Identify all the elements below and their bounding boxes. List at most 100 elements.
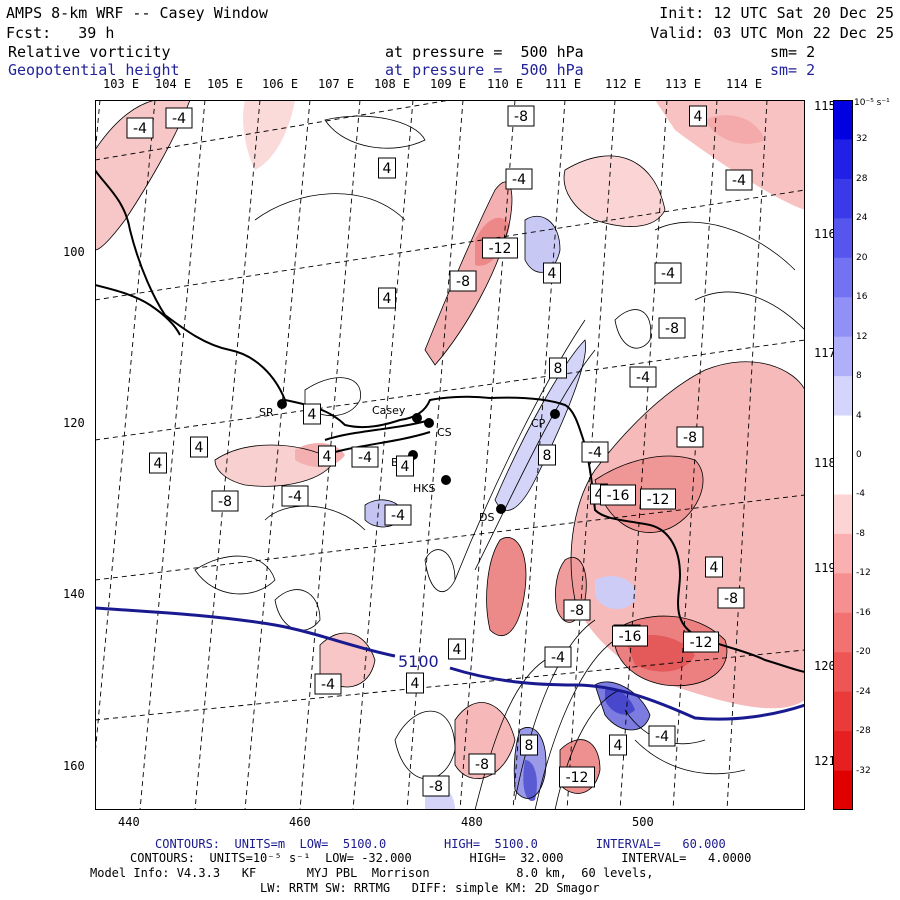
contour-label: -4	[165, 107, 193, 129]
svg-text:-4: -4	[588, 445, 602, 461]
colorbar-cell	[833, 376, 853, 417]
station-cs: CS	[437, 426, 452, 439]
contour-label: -8	[676, 426, 704, 448]
x-label-460: 460	[289, 815, 311, 829]
colorbar-label: -16	[856, 607, 871, 618]
lon-label-112: 112 E	[605, 77, 642, 91]
svg-text:-8: -8	[665, 321, 679, 337]
contour-label: -8	[211, 490, 239, 512]
svg-text:-8: -8	[683, 430, 697, 446]
contour-label: 8	[549, 357, 567, 379]
geopotential-5100-label: 5100	[398, 652, 439, 671]
colorbar-label: -24	[856, 686, 871, 697]
map-title: AMPS 8-km WRF -- Casey Window	[6, 4, 268, 22]
init-time: Init: 12 UTC Sat 20 Dec 25	[659, 4, 894, 22]
contour-label: 4	[705, 556, 723, 578]
svg-text:-4: -4	[636, 370, 650, 386]
svg-text:4: 4	[401, 459, 410, 475]
contour-label: 4	[689, 105, 707, 127]
field2-name: Geopotential height	[8, 61, 180, 79]
station-sr: SR	[259, 406, 274, 419]
colorbar-cell	[833, 415, 853, 456]
contour-label: 4	[543, 262, 561, 284]
colorbar-cell	[833, 257, 853, 298]
colorbar	[833, 100, 853, 810]
x-label-500: 500	[632, 815, 654, 829]
contour-label: -4	[126, 117, 154, 139]
contour-label: -8	[507, 105, 535, 127]
lon-label-110: 110 E	[487, 77, 524, 91]
svg-text:-12: -12	[690, 635, 713, 651]
map-panel: 5100 SR Casey CS CP BN HKS DS -4-44-84-4…	[95, 100, 805, 810]
colorbar-label: 16	[856, 292, 868, 303]
station-hks: HKS	[413, 482, 435, 495]
svg-text:-16: -16	[607, 488, 630, 504]
colorbar-cell	[833, 139, 853, 180]
colorbar-cell	[833, 652, 853, 693]
colorbar-label: 8	[856, 371, 862, 382]
svg-text:-4: -4	[133, 121, 147, 137]
contour-label: 4	[378, 287, 396, 309]
lon-label-106: 106 E	[262, 77, 299, 91]
contour-label: -4	[725, 169, 753, 191]
contour-label: 4	[303, 403, 321, 425]
contour-label: -8	[658, 317, 686, 339]
station-casey: Casey	[372, 404, 406, 417]
y-label-140: 140	[63, 587, 85, 601]
footer-model-info: Model Info: V4.3.3 KF MYJ PBL Morrison 8…	[90, 866, 654, 880]
svg-text:4: 4	[308, 407, 317, 423]
contour-label: -12	[683, 631, 719, 653]
contour-label: -4	[384, 504, 412, 526]
field2-smoothing: sm= 2	[770, 61, 816, 79]
svg-text:8: 8	[554, 361, 563, 377]
contour-label: -12	[640, 488, 676, 510]
lon-label-109: 109 E	[430, 77, 467, 91]
contour-label: -8	[717, 587, 745, 609]
lon-label-114: 114 E	[726, 77, 763, 91]
contour-label: -8	[563, 599, 591, 621]
colorbar-label: 32	[856, 134, 868, 145]
colorbar-unit: 10⁻⁵ s⁻¹	[854, 98, 890, 108]
positive-vorticity-shading	[95, 100, 805, 794]
svg-text:-8: -8	[570, 603, 584, 619]
svg-text:4: 4	[694, 109, 703, 125]
x-label-480: 480	[461, 815, 483, 829]
svg-text:-4: -4	[661, 266, 675, 282]
svg-text:4: 4	[614, 738, 623, 754]
lon-label-111: 111 E	[545, 77, 582, 91]
contour-label: -16	[600, 484, 636, 506]
colorbar-cell	[833, 494, 853, 535]
colorbar-label: -8	[856, 528, 865, 539]
colorbar-label: 12	[856, 331, 868, 342]
contour-label: 8	[538, 444, 556, 466]
colorbar-cell	[833, 100, 853, 140]
colorbar-cell	[833, 770, 853, 810]
footer-vorticity-contours: CONTOURS: UNITS=10⁻⁵ s⁻¹ LOW= -32.000 HI…	[130, 851, 752, 865]
lon-label-113: 113 E	[665, 77, 702, 91]
svg-text:-4: -4	[288, 489, 302, 505]
svg-text:-4: -4	[655, 729, 669, 745]
contour-label: -12	[482, 237, 518, 259]
contour-label: -8	[449, 270, 477, 292]
colorbar-cell	[833, 731, 853, 772]
y-label-100: 100	[63, 245, 85, 259]
lon-label-103: 103 E	[103, 77, 140, 91]
forecast-hour: Fcst: 39 h	[6, 24, 115, 42]
valid-time: Valid: 03 UTC Mon 22 Dec 25	[650, 24, 894, 42]
svg-text:-8: -8	[724, 591, 738, 607]
svg-text:4: 4	[383, 291, 392, 307]
svg-text:4: 4	[195, 440, 204, 456]
svg-text:4: 4	[710, 560, 719, 576]
contour-label: 4	[448, 638, 466, 660]
colorbar-label: -12	[856, 568, 871, 579]
svg-text:4: 4	[595, 487, 604, 503]
contour-label: -4	[281, 485, 309, 507]
colorbar-label: -4	[856, 489, 865, 500]
contour-label: -4	[629, 366, 657, 388]
svg-text:-4: -4	[512, 172, 526, 188]
station-markers	[277, 399, 560, 514]
y-label-120: 120	[63, 416, 85, 430]
contour-label: 4	[318, 445, 336, 467]
colorbar-cell	[833, 691, 853, 732]
svg-text:-8: -8	[514, 109, 528, 125]
